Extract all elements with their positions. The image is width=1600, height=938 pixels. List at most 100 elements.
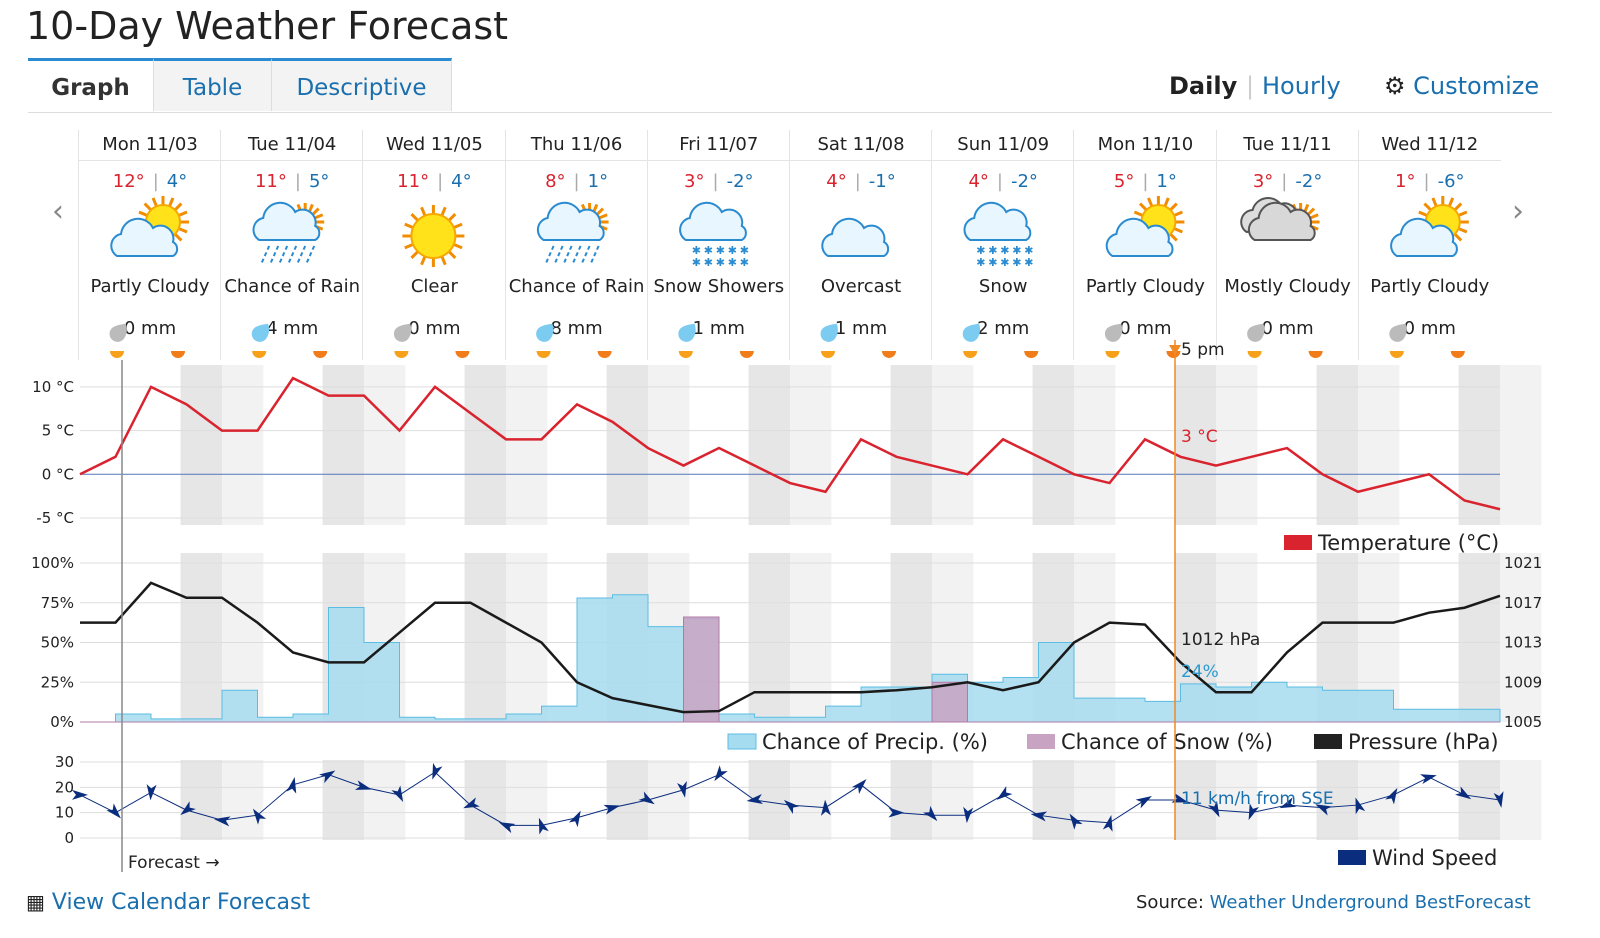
sun <box>410 213 457 259</box>
sun-ray <box>178 227 188 234</box>
wind-arrow <box>1420 774 1437 784</box>
sun-ray <box>1457 227 1468 234</box>
night-band <box>1032 365 1074 525</box>
sun-ray <box>178 210 188 217</box>
sun-ray <box>447 213 457 222</box>
cloud <box>679 201 747 241</box>
day-column: Tue 11/11 3° | -2° Mostly Cloudy 0 mm <box>1215 130 1359 360</box>
day-temps: 4° | -1° <box>790 171 932 192</box>
night-band <box>322 365 364 525</box>
prev-arrow[interactable]: ‹ <box>52 194 64 229</box>
snowflake: ✱ <box>1024 244 1033 257</box>
night-band <box>790 760 832 840</box>
wind-arrow <box>252 808 267 825</box>
high-temp: 1° <box>1395 171 1416 192</box>
wind-arrow <box>1207 800 1220 818</box>
night-band <box>464 553 506 722</box>
night-band <box>1074 365 1116 525</box>
wind-arrow <box>319 770 336 784</box>
snowflake: ✱ <box>692 256 701 269</box>
wind-arrow <box>851 779 867 795</box>
day-label: Tue 11/04 <box>221 130 364 161</box>
sun-ray <box>404 222 414 229</box>
wind-arrow <box>180 801 196 816</box>
view-daily[interactable]: Daily <box>1169 72 1238 100</box>
wind-arrow <box>714 765 728 782</box>
high-temp: 8° <box>545 171 566 192</box>
precip-drop <box>393 323 412 342</box>
legend-label: Pressure (hPa) <box>1348 730 1499 754</box>
rain-drop <box>553 245 564 265</box>
night-band <box>1458 553 1500 722</box>
low-temp: 5° <box>308 171 330 192</box>
wind-arrow <box>146 784 157 801</box>
precip-drop <box>1389 323 1407 342</box>
cursor-marker <box>1169 345 1181 355</box>
day-temps: 12° | 4° <box>79 171 221 192</box>
legend-label: Chance of Precip. (%) <box>762 730 988 754</box>
precip-drop <box>1104 323 1123 342</box>
wind-arrow <box>746 794 764 804</box>
wind-arrow <box>1315 804 1332 816</box>
calendar-link-label: View Calendar Forecast <box>51 890 311 915</box>
next-arrow[interactable]: › <box>1512 194 1524 229</box>
source-link[interactable]: Weather Underground BestForecast <box>1209 892 1531 913</box>
wind-arrow <box>432 762 443 780</box>
y-tick-label: 10 <box>55 804 74 822</box>
annotation: 5 pm <box>1181 340 1225 360</box>
precip-drop <box>536 323 554 342</box>
high-temp: 4° <box>968 171 989 192</box>
tab[interactable]: Descriptive <box>272 58 452 111</box>
sun-ray <box>453 243 463 250</box>
wind-arrow <box>677 781 687 798</box>
temp-separator: | <box>152 171 159 192</box>
night-band <box>1216 365 1258 525</box>
rain-drop <box>260 245 271 265</box>
y2-tick-label: 1021 <box>1504 554 1542 572</box>
tab[interactable]: Table <box>154 58 272 111</box>
annotation: 1012 hPa <box>1181 630 1260 650</box>
precip-amount: 4 mm <box>266 318 319 339</box>
wind-arrow <box>354 780 372 790</box>
condition: Mostly Cloudy <box>1224 276 1351 297</box>
sunrise <box>1389 351 1404 359</box>
rain-drop <box>571 245 582 265</box>
sunrise <box>678 351 693 359</box>
high-temp: 12° <box>112 171 145 192</box>
customize[interactable]: ⚙ Customize <box>1384 72 1539 100</box>
precip-drop <box>1247 323 1265 342</box>
legend-label: Wind Speed <box>1372 846 1497 870</box>
snowflake: ✱ <box>704 256 713 269</box>
high-temp: 11° <box>397 171 430 192</box>
calendar-icon: ▦ <box>26 890 45 914</box>
rain-drop <box>544 245 555 265</box>
sunrise <box>1247 351 1262 359</box>
y2-tick-label: 1017 <box>1504 594 1542 612</box>
temp-separator: | <box>996 171 1003 192</box>
cloud <box>110 217 179 257</box>
precip-amount: 0 mm <box>1403 318 1456 339</box>
wind-arrow <box>820 799 831 816</box>
night-band <box>932 760 974 840</box>
day-label: Wed 11/12 <box>1358 130 1501 161</box>
sun-ray <box>1163 197 1170 207</box>
precip-drop <box>820 323 838 342</box>
low-temp: -6° <box>1437 171 1465 192</box>
calendar-link[interactable]: ▦ View Calendar Forecast <box>26 890 310 915</box>
cloud <box>1105 217 1174 257</box>
wind-arrow <box>603 804 621 815</box>
tab[interactable]: Graph <box>28 58 154 111</box>
night-band <box>364 365 406 525</box>
condition: Snow Showers <box>653 276 785 297</box>
night-band <box>890 760 932 840</box>
view-hourly[interactable]: Hourly <box>1262 72 1341 100</box>
precip-amount: 0 mm <box>1119 318 1172 339</box>
sun-ray <box>440 255 447 266</box>
high-temp: 5° <box>1113 171 1135 192</box>
low-temp: -2° <box>1295 171 1323 192</box>
sunrise <box>252 351 267 358</box>
sun-ray <box>1173 210 1183 217</box>
snowflake: ✱ <box>716 256 725 269</box>
wind-arrow <box>286 776 297 794</box>
